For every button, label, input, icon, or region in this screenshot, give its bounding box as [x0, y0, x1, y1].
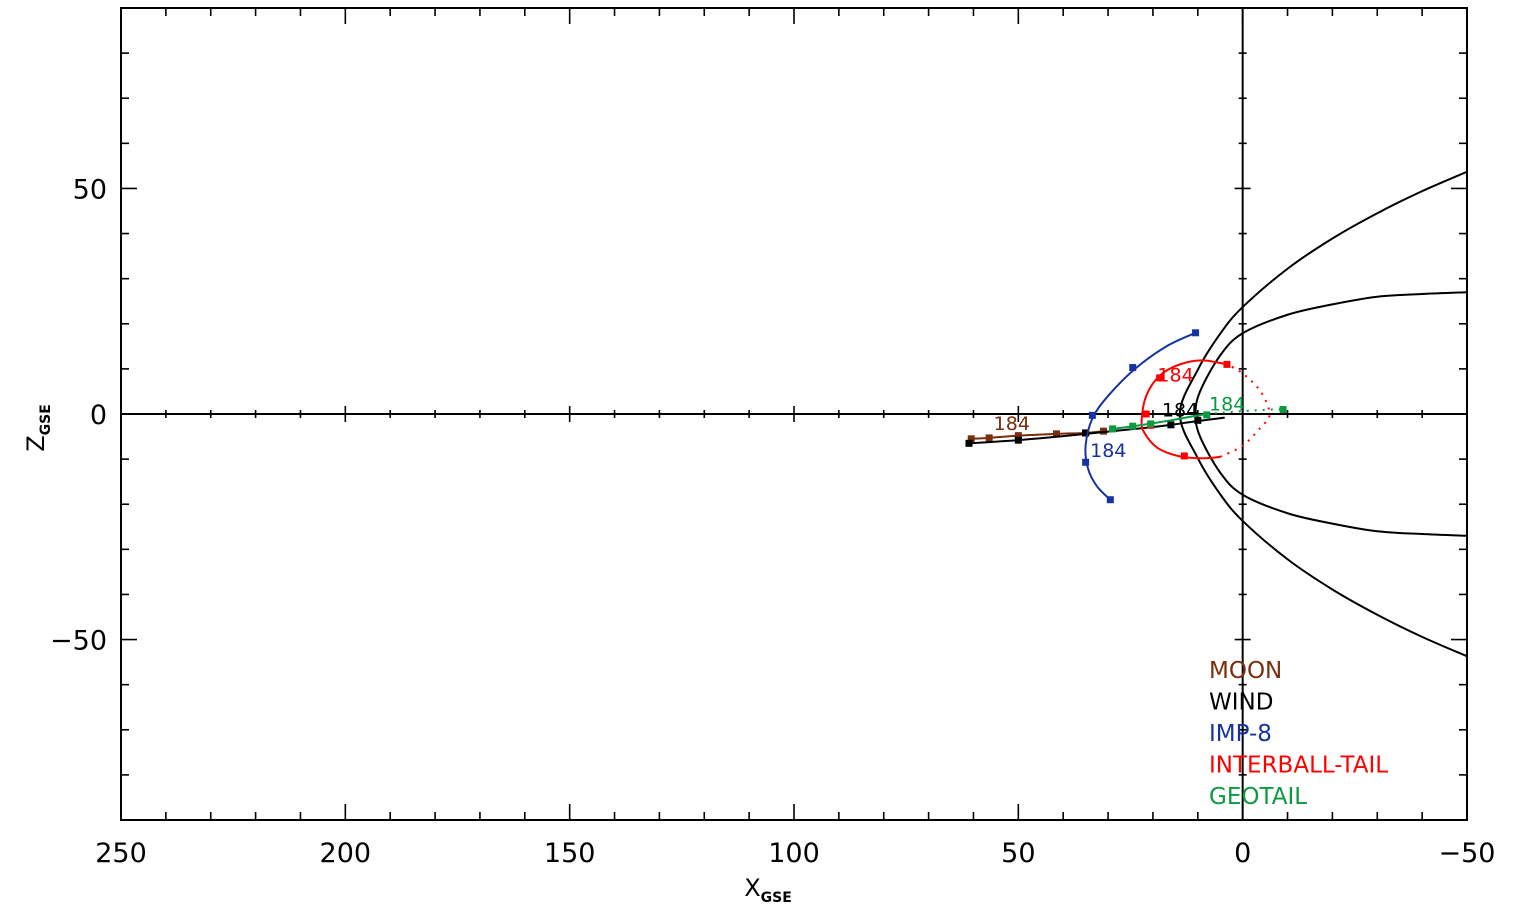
geotail-marker: [1203, 411, 1211, 419]
geotail-marker: [1109, 425, 1117, 433]
wind-day-label: 184: [1162, 399, 1198, 421]
imp-8-series: 184: [1082, 329, 1200, 504]
geotail-series: 184: [1109, 393, 1287, 433]
wind-marker: [1082, 429, 1090, 437]
imp-8-marker: [1129, 364, 1137, 372]
x-axis-title-sub: GSE: [761, 890, 792, 906]
x-tick-label: 100: [768, 838, 820, 869]
axes-layer: 250 200 150 100 50 0 −50 50 0 −50: [50, 7, 1496, 869]
imp-8-marker: [1106, 496, 1114, 504]
y-tick-label: 50: [73, 174, 107, 205]
wind-marker: [1167, 421, 1175, 429]
legend-entry: MOON: [1209, 658, 1282, 684]
imp-8-marker: [1082, 458, 1090, 466]
x-tick-label: 150: [544, 838, 596, 869]
y-axis-title-main: Z: [22, 435, 50, 451]
x-tick-label: 0: [1234, 838, 1251, 869]
geotail-orbit-line: [1112, 413, 1207, 430]
geotail-marker: [1129, 422, 1137, 430]
geotail-day-label: 184: [1209, 393, 1245, 415]
legend-entry: IMP-8: [1209, 721, 1272, 747]
moon-marker: [1014, 432, 1022, 440]
legend: MOON WIND IMP-8 INTERBALL-TAIL GEOTAIL: [1209, 658, 1388, 810]
interball-tail-day-label: 184: [1157, 365, 1193, 387]
legend-entry: GEOTAIL: [1209, 784, 1307, 810]
moon-day-label: 184: [994, 413, 1030, 435]
x-axis-title-main: X: [744, 874, 760, 902]
interball-tail-marker: [1156, 374, 1164, 382]
y-tick-label: 0: [90, 400, 107, 431]
x-tick-label: 200: [320, 838, 372, 869]
geotail-marker: [1147, 420, 1155, 428]
imp-8-marker: [1192, 329, 1200, 337]
y-axis-title-sub: GSE: [38, 404, 54, 435]
legend-entry: WIND: [1209, 690, 1273, 716]
interball-tail-marker: [1223, 360, 1231, 368]
imp-8-day-label: 184: [1090, 440, 1126, 462]
interball-tail-series: 184: [1140, 359, 1271, 460]
interball-tail-marker: [1180, 452, 1188, 460]
x-axis-title: XGSE: [744, 874, 792, 906]
boundary-layer: [1178, 170, 1468, 658]
legend-entry: INTERBALL-TAIL: [1209, 753, 1388, 779]
interball-tail-marker: [1142, 410, 1150, 418]
imp-8-marker: [1088, 411, 1096, 419]
y-axis-title: ZGSE: [22, 404, 54, 452]
series-layer: 184 184 184 184 184: [965, 329, 1287, 504]
y-axis-title-group: ZGSE: [22, 404, 54, 452]
x-tick-label: 50: [1001, 838, 1035, 869]
geotail-dotted-segment: [1206, 408, 1284, 415]
x-tick-label: −50: [1439, 838, 1496, 869]
x-tick-label: 250: [95, 838, 147, 869]
y-tick-label: −50: [50, 626, 107, 657]
moon-marker: [967, 435, 975, 443]
wind-marker: [1194, 416, 1202, 424]
moon-marker: [985, 434, 993, 442]
geotail-end-marker: [1279, 405, 1287, 413]
interball-tail-dotted-segment: [1219, 363, 1271, 458]
moon-marker: [1052, 430, 1060, 438]
bow-shock-curve: [1178, 170, 1468, 658]
magnetopause-curve: [1194, 291, 1468, 537]
wind-marker: [965, 439, 973, 447]
wind-marker: [1014, 436, 1022, 444]
